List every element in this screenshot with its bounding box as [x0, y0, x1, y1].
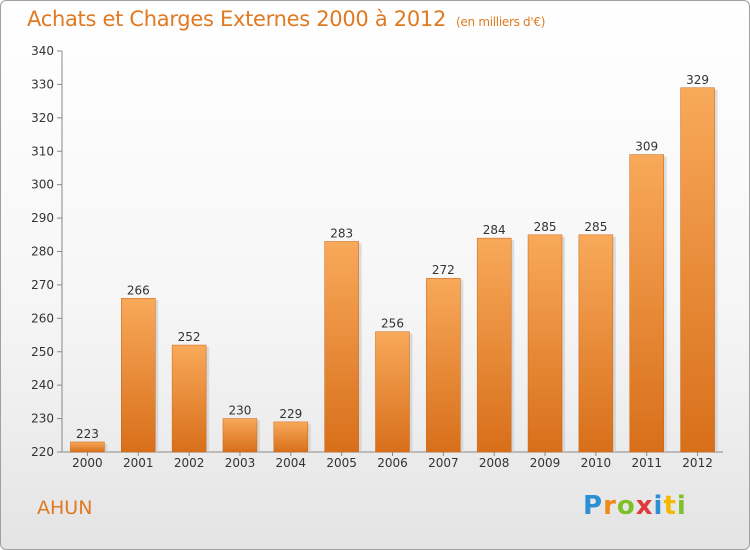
bar-value-label: 230	[229, 404, 252, 418]
logo-letter: r	[603, 491, 617, 521]
bar-2004	[273, 421, 309, 453]
x-tick-label: 2003	[225, 456, 256, 470]
x-tick-label: 2000	[72, 456, 103, 470]
logo-letter: P	[583, 491, 604, 521]
bar-value-label: 284	[483, 223, 506, 237]
logo-letter: i	[653, 491, 664, 521]
x-tick-label: 2001	[123, 456, 154, 470]
y-tick-label: 260	[31, 311, 54, 325]
logo-letter: o	[616, 491, 636, 521]
chart-title-unit: (en milliers d'€)	[456, 15, 546, 29]
bar-2005	[324, 241, 359, 453]
bars: 223 266 252 230 229 283 256 272 284 285 285 309 329	[70, 73, 718, 453]
x-tick-label: 2011	[631, 456, 662, 470]
bar-2003	[222, 418, 258, 453]
bar-2000	[70, 441, 105, 453]
bar-value-label: 256	[381, 317, 404, 331]
y-tick-label: 280	[31, 245, 54, 259]
x-tick-label: 2006	[377, 456, 408, 470]
x-tick-label: 2002	[174, 456, 205, 470]
y-tick-label: 230	[31, 412, 54, 426]
x-tick-label: 2012	[682, 456, 713, 470]
commune-name: AHUN	[37, 497, 93, 519]
bar-value-label: 252	[178, 330, 201, 344]
y-tick-label: 270	[31, 278, 54, 292]
bar-value-label: 272	[432, 263, 455, 277]
logo-letter: x	[635, 491, 654, 521]
bar-2011	[629, 154, 664, 453]
bar-value-label: 266	[127, 283, 150, 297]
x-tick-label: 2008	[479, 456, 510, 470]
bar-value-label: 329	[686, 73, 709, 87]
bar-2012	[680, 87, 715, 453]
y-tick-label: 240	[31, 378, 54, 392]
bar-value-label: 229	[279, 407, 302, 421]
bar-2010	[578, 234, 614, 453]
x-tick-label: 2007	[428, 456, 459, 470]
bar-2007	[426, 277, 461, 453]
bar-2009	[527, 234, 563, 453]
y-tick-label: 320	[31, 111, 54, 125]
bar-value-label: 223	[76, 427, 99, 441]
y-tick-label: 220	[31, 445, 54, 459]
bar-2006	[375, 331, 410, 453]
y-tick-label: 250	[31, 345, 54, 359]
logo-letter: i	[676, 491, 687, 521]
x-tick-label: 2004	[276, 456, 307, 470]
y-axis: 220 230 240 250 260 270 280 290 300 310 320 330 340	[31, 44, 63, 459]
x-axis: 2000 2001 2002 2003 2004 2005 2006 2007 2008 2009…	[62, 451, 723, 470]
y-tick-label: 340	[31, 44, 54, 58]
x-tick-label: 2005	[326, 456, 357, 470]
bar-2008	[476, 237, 512, 453]
y-tick-label: 310	[31, 144, 54, 158]
x-tick-label: 2009	[530, 456, 561, 470]
bar-2002	[171, 344, 207, 453]
bar-2001	[121, 298, 156, 453]
bar-value-label: 285	[584, 220, 607, 234]
y-tick-label: 290	[31, 211, 54, 225]
bar-value-label: 285	[534, 220, 557, 234]
y-tick-label: 300	[31, 178, 54, 192]
chart-title: Achats et Charges Externes 2000 à 2012 (e…	[27, 7, 545, 31]
x-tick-label: 2010	[581, 456, 612, 470]
proxiti-logo: Proxiti	[583, 491, 687, 521]
logo-letter: t	[663, 491, 677, 521]
bar-value-label: 309	[635, 140, 658, 154]
bar-value-label: 283	[330, 226, 353, 240]
y-tick-label: 330	[31, 77, 54, 91]
chart-title-text: Achats et Charges Externes 2000 à 2012	[27, 7, 447, 31]
